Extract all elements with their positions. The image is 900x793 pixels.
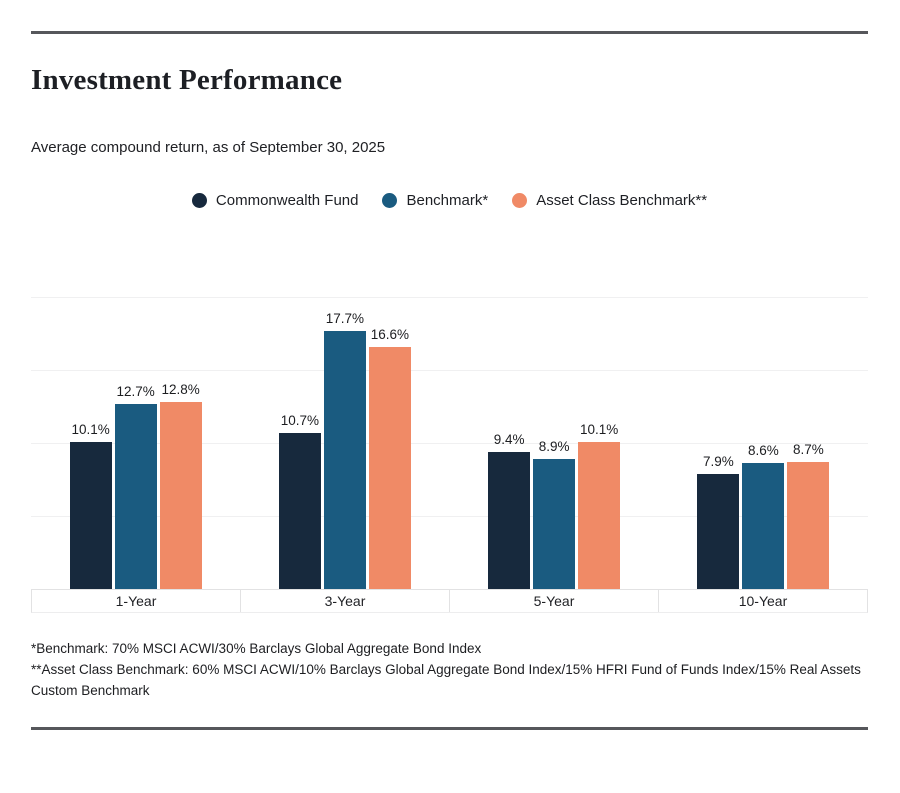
bar-wrap-commonwealth-fund-10-year: 7.9% [697, 453, 740, 589]
bar-group-5-year: 9.4% 8.9% 10.1% [450, 297, 659, 589]
bar-asset-class-benchmark-5-year [578, 441, 621, 589]
gridline-20 [31, 297, 868, 298]
top-divider [31, 31, 868, 34]
bar-chart: 10.1% 12.7% 12.8% 10.7% 17.7% 16.6% 9.4% 8.9% 10… [31, 297, 868, 613]
bar-benchmark-10-year [742, 463, 785, 589]
bar-value-label: 10.1% [579, 421, 619, 437]
bar-wrap-commonwealth-fund-5-year: 9.4% [488, 431, 531, 589]
gridline-15 [31, 370, 868, 371]
footnotes: *Benchmark: 70% MSCI ACWI/30% Barclays G… [31, 638, 869, 701]
legend-label: Benchmark* [406, 191, 489, 209]
plot-area: 10.1% 12.7% 12.8% 10.7% 17.7% 16.6% 9.4% 8.9% 10… [31, 297, 868, 589]
chart-legend: Commonwealth Fund Benchmark* Asset Class B… [31, 190, 868, 210]
bar-value-label: 9.4% [493, 431, 525, 447]
legend-label: Asset Class Benchmark** [536, 191, 708, 209]
bar-wrap-commonwealth-fund-3-year: 10.7% [278, 412, 321, 589]
legend-label: Commonwealth Fund [215, 191, 359, 209]
bar-commonwealth-fund-5-year [488, 451, 531, 589]
bar-wrap-benchmark-1-year: 12.7% [114, 383, 157, 589]
page-title: Investment Performance [31, 64, 343, 96]
bar-value-label: 7.9% [702, 453, 734, 469]
legend-item-commonwealth-fund: Commonwealth Fund [191, 191, 359, 209]
bar-wrap-benchmark-10-year: 8.6% [742, 443, 785, 589]
bar-asset-class-benchmark-3-year [368, 346, 411, 589]
bar-wrap-asset-class-benchmark-5-year: 10.1% [578, 421, 621, 589]
chart-subtitle: Average compound return, as of September… [31, 139, 386, 156]
axis-label-3-year: 3-Year [240, 590, 449, 612]
bar-value-label: 8.7% [792, 442, 824, 457]
bar-wrap-benchmark-5-year: 8.9% [533, 439, 576, 589]
bar-wrap-commonwealth-fund-1-year: 10.1% [69, 421, 112, 589]
bar-group-3-year: 10.7% 17.7% 16.6% [240, 297, 449, 589]
footnote-asset-class-benchmark: **Asset Class Benchmark: 60% MSCI ACWI/1… [31, 662, 861, 698]
bar-value-label: 16.6% [370, 326, 410, 342]
bar-benchmark-5-year [533, 459, 576, 589]
bar-wrap-asset-class-benchmark-3-year: 16.6% [368, 326, 411, 589]
bar-group-1-year: 10.1% 12.7% 12.8% [31, 297, 240, 589]
bar-commonwealth-fund-1-year [69, 441, 112, 589]
axis-label-5-year: 5-Year [449, 590, 658, 612]
footnote-benchmark: *Benchmark: 70% MSCI ACWI/30% Barclays G… [31, 641, 482, 656]
bar-group-10-year: 7.9% 8.6% 8.7% [659, 297, 868, 589]
bottom-divider [31, 727, 868, 730]
legend-dot-icon [512, 192, 528, 208]
bar-value-label: 12.8% [161, 382, 200, 398]
axis-label-1-year: 1-Year [115, 593, 157, 609]
gridline-5 [31, 516, 868, 517]
axis-label-10-year: 10-Year [658, 590, 867, 612]
bar-wrap-benchmark-3-year: 17.7% [323, 310, 366, 589]
bar-value-label: 12.7% [116, 383, 155, 399]
bar-commonwealth-fund-3-year [278, 432, 321, 589]
bar-value-label: 10.1% [71, 421, 110, 437]
bar-asset-class-benchmark-1-year [159, 402, 202, 589]
bar-value-label: 8.9% [538, 439, 570, 455]
bar-benchmark-3-year [323, 330, 366, 589]
bar-wrap-asset-class-benchmark-10-year: 8.7% [787, 442, 830, 589]
legend-dot-icon [382, 192, 398, 208]
x-axis-band: 1-Year 3-Year 5-Year 10-Year [31, 589, 868, 613]
gridline-10 [31, 443, 868, 444]
bar-value-label: 8.6% [747, 443, 779, 459]
legend-dot-icon [191, 192, 207, 208]
bar-asset-class-benchmark-10-year [787, 462, 830, 589]
bar-benchmark-1-year [114, 403, 157, 589]
legend-item-asset-class-benchmark: Asset Class Benchmark** [512, 192, 707, 209]
bar-commonwealth-fund-10-year [697, 473, 740, 589]
bar-value-label: 10.7% [280, 412, 320, 428]
bar-wrap-asset-class-benchmark-1-year: 12.8% [159, 382, 202, 589]
legend-item-benchmark: Benchmark* [382, 192, 488, 209]
bar-value-label: 17.7% [325, 310, 365, 326]
